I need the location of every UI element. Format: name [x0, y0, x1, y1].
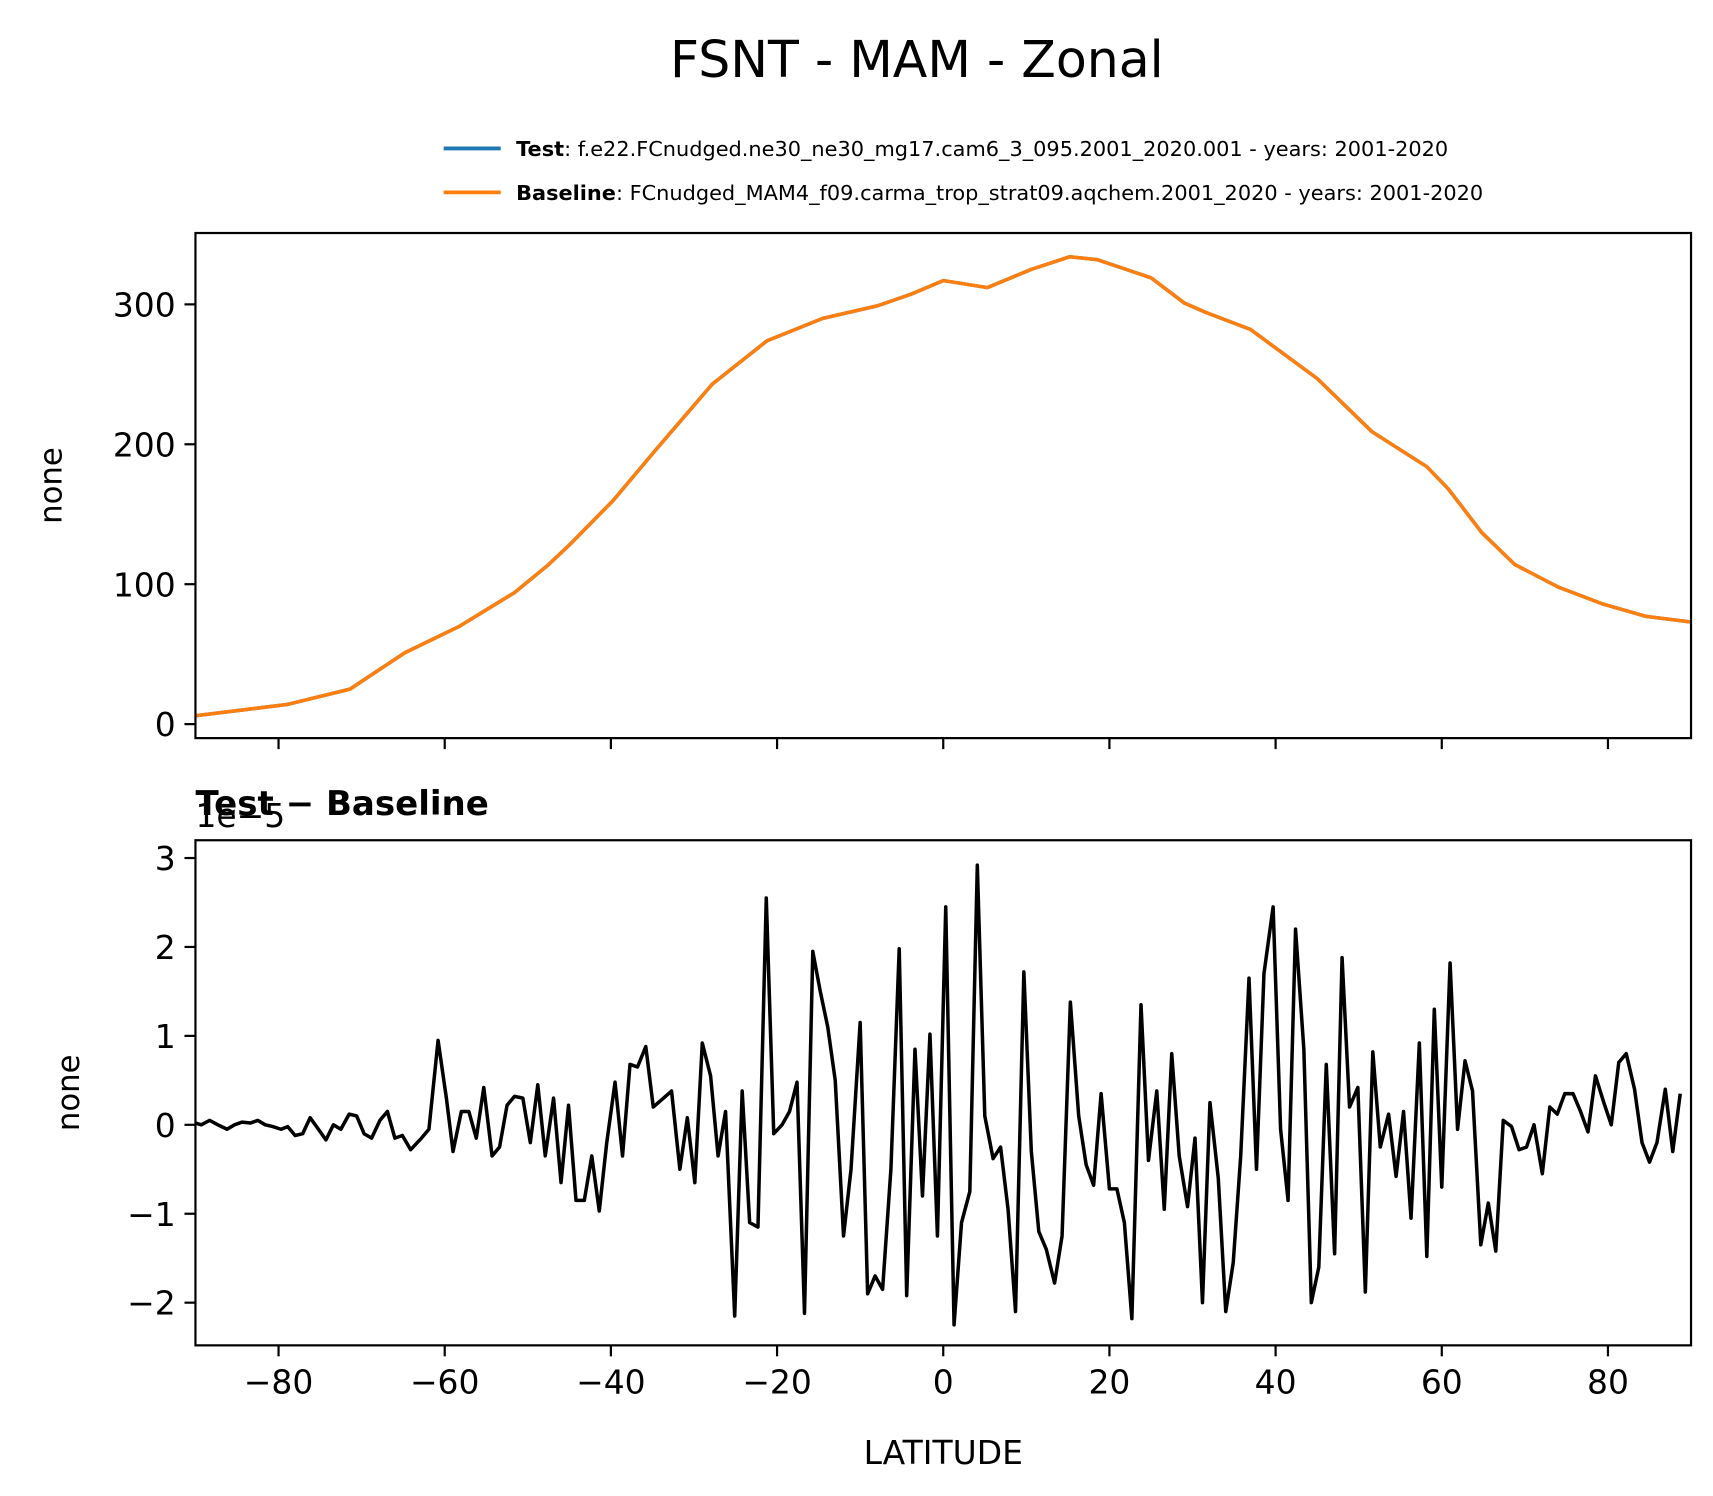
x-tick-label: 80 [1587, 1363, 1629, 1402]
x-tick-label: 20 [1088, 1363, 1130, 1402]
x-axis-label: LATITUDE [864, 1433, 1023, 1472]
x-tick-label: 60 [1421, 1363, 1463, 1402]
x-tick-label: 40 [1255, 1363, 1297, 1402]
y-tick-label: 3 [155, 839, 176, 878]
x-tick-label: −80 [244, 1363, 314, 1402]
x-tick-label: −40 [576, 1363, 646, 1402]
y-axis-label: none [51, 1054, 87, 1131]
legend-name: Baseline [516, 181, 616, 205]
legend-label: Baseline: FCnudged_MAM4_f09.carma_trop_s… [516, 181, 1483, 206]
figure-title: FSNT - MAM - Zonal [670, 30, 1164, 89]
y-axis-label: none [33, 447, 69, 524]
y-tick-label: −2 [127, 1284, 176, 1323]
y-tick-label: 100 [113, 565, 176, 604]
y-tick-label: 0 [155, 1106, 176, 1145]
axes-title: Test − Baseline [195, 784, 488, 824]
x-tick-label: 0 [933, 1363, 954, 1402]
y-tick-label: 2 [155, 928, 176, 967]
legend-desc: : FCnudged_MAM4_f09.carma_trop_strat09.a… [616, 181, 1483, 206]
y-tick-label: 200 [113, 425, 176, 464]
legend-name: Test [516, 137, 564, 161]
x-tick-label: −20 [742, 1363, 812, 1402]
y-tick-label: 1 [155, 1017, 176, 1056]
legend-label: Test: f.e22.FCnudged.ne30_ne30_mg17.cam6… [516, 137, 1448, 162]
y-tick-label: 0 [155, 705, 176, 744]
x-tick-label: −60 [410, 1363, 480, 1402]
y-tick-label: 300 [113, 285, 176, 324]
axes-frame [194, 231, 1693, 740]
y-tick-label: −1 [127, 1195, 176, 1234]
data-line [195, 255, 1692, 718]
axes-frame [194, 839, 1693, 1347]
legend-desc: : f.e22.FCnudged.ne30_ne30_mg17.cam6_3_0… [564, 137, 1448, 162]
data-line [195, 863, 1682, 1327]
axes-offset-text: 1e−5 [195, 796, 285, 835]
